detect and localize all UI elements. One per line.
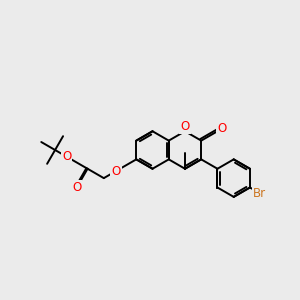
Text: O: O xyxy=(111,165,121,178)
Text: Br: Br xyxy=(253,187,266,200)
Text: O: O xyxy=(72,181,81,194)
Text: O: O xyxy=(180,120,190,133)
Text: O: O xyxy=(217,122,226,135)
Text: O: O xyxy=(62,150,71,163)
